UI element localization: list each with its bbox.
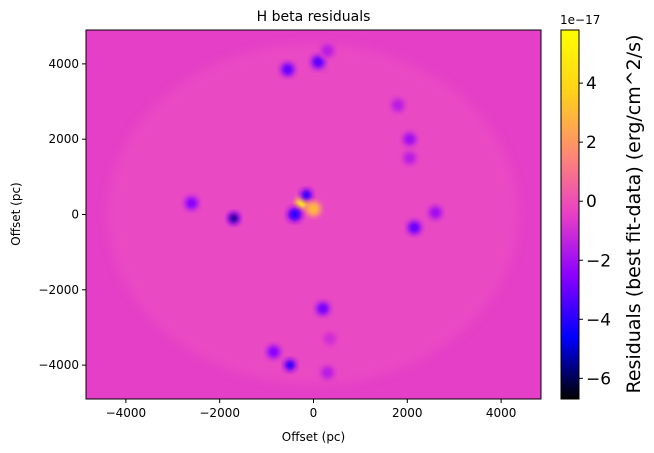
y-tick-label: −2000 (38, 283, 79, 297)
feature-core (403, 152, 416, 165)
x-tick-label: 0 (310, 406, 318, 420)
feature-core (316, 302, 329, 315)
colorbar-label: Residuals (best fit-data) (erg/cm^2/s) (623, 35, 645, 394)
x-tick-label: −4000 (106, 406, 147, 420)
x-axis-label: Offset (pc) (282, 430, 345, 444)
residual-feature (388, 96, 407, 115)
feature-core (312, 56, 325, 69)
colorbar-tick-label: 4 (586, 74, 597, 94)
chart-title: H beta residuals (257, 9, 371, 25)
feature-core (267, 345, 280, 358)
colorbar-tick-label: 0 (586, 192, 597, 212)
residual-feature (318, 41, 337, 60)
feature-core (403, 133, 416, 146)
residual-feature (298, 187, 314, 203)
residual-feature (400, 149, 419, 168)
residual-feature (285, 205, 304, 224)
feature-core (301, 190, 311, 200)
y-axis-label: Offset (pc) (9, 182, 23, 245)
feature-core (408, 221, 421, 234)
x-tick-label: −2000 (199, 406, 240, 420)
feature-core (281, 63, 294, 76)
residual-feature (226, 210, 242, 226)
residual-feature (309, 53, 328, 72)
feature-core (229, 213, 239, 223)
x-axis: −4000 −2000 0 2000 4000 (106, 399, 517, 420)
residual-feature (400, 130, 419, 149)
y-tick-label: 4000 (48, 57, 79, 71)
colorbar-tick-label: −6 (586, 369, 611, 389)
feature-core (185, 197, 198, 210)
colorbar-tick-label: 2 (586, 133, 597, 153)
x-tick-label: 4000 (486, 406, 517, 420)
y-tick-label: 2000 (48, 132, 79, 146)
feature-core (391, 99, 404, 112)
residual-feature (264, 342, 283, 361)
plot-area (86, 30, 541, 399)
residual-feature (282, 357, 298, 373)
feature-core (321, 366, 334, 379)
feature-core (323, 332, 336, 345)
residual-feature (318, 363, 337, 382)
residual-feature (304, 199, 323, 218)
colorbar (560, 29, 580, 400)
residual-feature (426, 203, 445, 222)
colorbar-tick-label: −4 (586, 310, 611, 330)
residual-feature (313, 299, 332, 318)
residual-feature (182, 194, 201, 213)
y-axis: −4000 −2000 0 2000 4000 (38, 57, 86, 372)
residual-feature (278, 60, 297, 79)
feature-core (321, 44, 334, 57)
y-tick-label: −4000 (38, 358, 79, 372)
feature-core (307, 202, 320, 215)
residual-feature (320, 329, 339, 348)
feature-core (429, 206, 442, 219)
y-tick-label: 0 (71, 208, 79, 222)
residual-features (182, 41, 445, 382)
colorbar-tick-label: −2 (586, 251, 611, 271)
feature-core (285, 360, 295, 370)
feature-core (288, 208, 301, 221)
colorbar-offset-label: 1e−17 (560, 13, 600, 27)
residual-feature (405, 218, 424, 237)
x-tick-label: 2000 (392, 406, 423, 420)
colorbar-ticks: −6 −4 −2 0 2 4 (579, 74, 611, 389)
